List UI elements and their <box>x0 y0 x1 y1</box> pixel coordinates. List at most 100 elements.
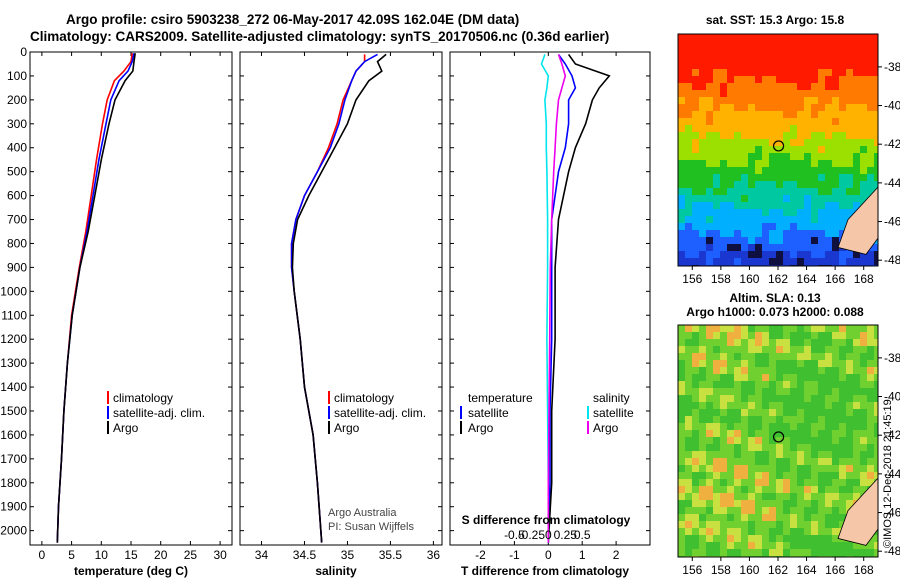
map-cell <box>685 507 692 514</box>
map-cell <box>846 104 853 111</box>
map-cell <box>699 346 706 353</box>
map-cell <box>727 34 734 41</box>
map-cell <box>699 216 706 223</box>
map-cell <box>720 437 727 444</box>
map-cell <box>825 451 832 458</box>
map-cell <box>699 125 706 132</box>
map-cell <box>874 118 878 125</box>
map-cell <box>727 367 734 374</box>
map-cell <box>706 409 713 416</box>
map-cell <box>727 437 734 444</box>
map-cell <box>769 258 776 265</box>
map-cell <box>727 423 734 430</box>
map-cell <box>776 353 783 360</box>
map-cell <box>720 325 727 332</box>
map-cell <box>846 132 853 139</box>
map-cell <box>713 104 720 111</box>
map-cell <box>790 402 797 409</box>
map-cell <box>734 535 741 542</box>
map-cell <box>839 514 846 521</box>
map-cell <box>713 48 720 55</box>
map-cell <box>720 542 727 549</box>
map-cell <box>720 479 727 486</box>
map-cell <box>706 416 713 423</box>
map-cell <box>776 535 783 542</box>
map-cell <box>748 339 755 346</box>
map-cell <box>713 374 720 381</box>
map-cell <box>776 423 783 430</box>
map-cell <box>692 493 699 500</box>
map-cell <box>727 258 734 265</box>
map-cell <box>797 132 804 139</box>
map-cell <box>825 69 832 76</box>
map-cell <box>699 41 706 48</box>
map-cell <box>832 416 839 423</box>
map-cell <box>727 202 734 209</box>
map-cell <box>692 381 699 388</box>
map-cell <box>811 451 818 458</box>
map-cell <box>685 360 692 367</box>
map-cell <box>734 69 741 76</box>
map-cell <box>874 325 878 332</box>
map-cell <box>811 346 818 353</box>
map-cell <box>727 209 734 216</box>
map-cell <box>699 437 706 444</box>
map-cell <box>867 549 874 556</box>
map-cell <box>783 542 790 549</box>
map-cell <box>776 41 783 48</box>
map-cell <box>699 486 706 493</box>
map-cell <box>839 339 846 346</box>
map-cell <box>685 258 692 265</box>
map-cell <box>832 507 839 514</box>
map-cell <box>811 174 818 181</box>
map-cell <box>846 90 853 97</box>
map-cell <box>853 55 860 62</box>
map-cell <box>734 41 741 48</box>
map-cell <box>825 244 832 251</box>
map-cell <box>692 132 699 139</box>
map-cell <box>783 34 790 41</box>
map-cell <box>839 346 846 353</box>
map-cell <box>678 153 685 160</box>
map-cell <box>853 423 860 430</box>
map-cell <box>790 339 797 346</box>
map-cell <box>853 167 860 174</box>
map-cell <box>804 332 811 339</box>
map-cell <box>797 423 804 430</box>
map-cell <box>769 223 776 230</box>
map-cell <box>839 395 846 402</box>
map-cell <box>727 416 734 423</box>
map-cell <box>797 360 804 367</box>
map-cell <box>741 500 748 507</box>
map-cell <box>818 209 825 216</box>
map-cell <box>790 195 797 202</box>
map-cell <box>720 381 727 388</box>
map-cell <box>713 542 720 549</box>
map-cell <box>685 388 692 395</box>
map-cell <box>741 535 748 542</box>
map-cell <box>825 174 832 181</box>
map-cell <box>762 465 769 472</box>
map-cell <box>762 160 769 167</box>
map-cell <box>734 146 741 153</box>
map-cell <box>769 62 776 69</box>
map-cell <box>741 83 748 90</box>
map-cell <box>720 118 727 125</box>
map-cell <box>825 167 832 174</box>
map-cell <box>818 325 825 332</box>
map-cell <box>762 69 769 76</box>
map-cell <box>818 395 825 402</box>
map-cell <box>804 202 811 209</box>
map-cell <box>713 332 720 339</box>
map-cell <box>797 535 804 542</box>
map-cell <box>839 353 846 360</box>
map-cell <box>860 139 867 146</box>
s-tick-label: 0.5 <box>574 528 591 542</box>
map-cell <box>790 76 797 83</box>
map-cell <box>769 216 776 223</box>
map-cell <box>748 507 755 514</box>
map-cell <box>804 76 811 83</box>
map-cell <box>755 549 762 556</box>
